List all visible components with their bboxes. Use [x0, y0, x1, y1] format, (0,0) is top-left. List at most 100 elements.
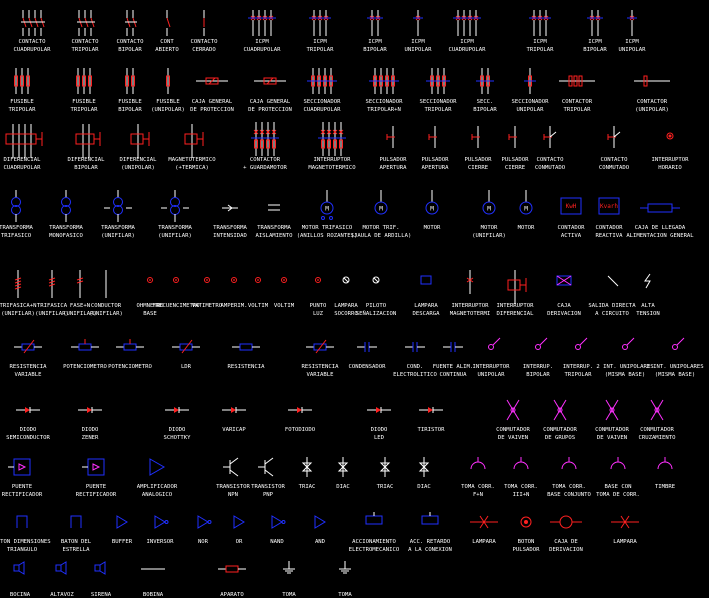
- icpm-3p-icon: [529, 10, 551, 36]
- symbol-direct-output: SALIDA DIRECTA A CIRCUITO: [588, 275, 636, 317]
- symbol-dc-source: FUENTE ALIM. CONTINUA: [433, 342, 473, 378]
- symbol-label-line-1: FOTODIODO: [285, 427, 316, 433]
- symbol-label-line-1: CONTACTOR: [250, 157, 281, 163]
- symbol-label-line-1: CONMUTADOR: [543, 427, 577, 433]
- symbol-label-line-2: UNIPOLAR: [517, 107, 545, 113]
- symbol-label-line-1: PULSADOR: [465, 157, 493, 163]
- symbol-label-line-1: SECCIONADOR: [419, 99, 457, 105]
- symbol-label-line-1: OR: [236, 539, 243, 545]
- npn-transistor-icon: [223, 457, 239, 477]
- symbol-kvarh-meter: Kvarh CONTADOR REACTIVA: [596, 197, 623, 239]
- symbol-label-line-2: SEÑALIZACION: [356, 310, 396, 317]
- symbol-label-line-1: MOTOR TRIF.: [362, 225, 399, 231]
- line-3phn-icon: [14, 270, 22, 298]
- ammeter-icon: [231, 277, 237, 283]
- symbol-label-line-1: BOBINA: [143, 592, 164, 598]
- symbol-potentiometer: POTENCIOMETRO: [63, 339, 108, 370]
- symbol-icpm-4p: ICPM CUADRUPOLAR: [448, 10, 486, 53]
- icpm-1p-icon: [627, 10, 637, 36]
- symbol-label-line-1: INTERRUPTOR: [451, 303, 489, 309]
- symbol-label-line-1: FASE+N: [70, 303, 90, 309]
- symbol-star: BATON DEL ESTRELLA: [61, 515, 92, 553]
- symbol-label-line-2: CONMUTADO: [535, 165, 566, 171]
- symbol-label-line-2: (UNIPOLAR): [635, 107, 669, 113]
- symbol-two-way-switch: CONMUTADOR DE VAIVEN: [496, 399, 530, 441]
- symbol-ground: TOMATIERRA: [282, 561, 296, 598]
- symbol-label-line-1: LDR: [181, 364, 192, 370]
- symbol-breaker-magneto: INTERRUPTOR MAGNETOTERMICO: [308, 122, 356, 171]
- symbol-label-line-1: INTERRUPTOR: [313, 157, 351, 163]
- double-switch-icon: [622, 337, 635, 350]
- symbol-label-line-2: TRIPOLAR: [72, 47, 100, 53]
- symbol-breaker: INTERRUPTOR MAGNETOTERMI: [450, 270, 490, 317]
- symbol-label-line-2: CUADRUPOLAR: [448, 47, 486, 53]
- symbol-label-line-2: DE VAIVEN: [597, 435, 627, 441]
- symbol-label-line-1: CONTACTO: [19, 39, 47, 45]
- symbol-label-line-2: NPN: [228, 492, 238, 498]
- cross-switch-icon: [650, 399, 664, 421]
- symbol-label-line-2: ACTIVA: [561, 233, 582, 239]
- symbol-label-line-1: DIODO: [82, 427, 99, 433]
- symbol-label-line-1: LAMPARA: [334, 303, 358, 309]
- voltmeter-icon: [255, 277, 261, 283]
- symbol-label-line-1: INTERRUPTOR: [496, 303, 534, 309]
- symbol-siren: SIRENA: [91, 561, 112, 598]
- symbol-photodiode: FOTODIODO: [285, 407, 316, 433]
- symbol-transformer-1ph: TRANSFORMA MONOFASICO: [49, 190, 83, 239]
- lamp-icon: [470, 515, 498, 529]
- differential-2p-icon: [75, 124, 101, 158]
- symbol-label-line-2: BIPOLAR: [473, 107, 497, 113]
- symbol-ldr: LDR: [172, 339, 200, 370]
- symbol-ammeter: AMPERIM.: [221, 277, 248, 309]
- symbol-label-line-1: TOMA CORR.: [504, 484, 538, 490]
- symbol-label-line-1: CONTACTO: [191, 39, 219, 45]
- symbol-variable-resistor: RESISTENCIA VARIABLE: [9, 339, 47, 378]
- symbol-label-line-1: AMPERIM.: [221, 303, 248, 309]
- speaker-icon: [55, 561, 67, 575]
- symbol-label-line-2: CIERRE: [505, 165, 526, 171]
- pushbutton-close-icon: [471, 126, 480, 148]
- varicap-icon: [222, 407, 246, 413]
- electromech-drive-icon: [365, 512, 383, 525]
- symbol-label-line-2: HORARIO: [658, 165, 682, 171]
- symbol-label-line-1: PUENTE: [86, 484, 107, 490]
- symbol-contact-2p: CONTACTO BIPOLAR: [117, 10, 144, 53]
- symbol-npn-transistor: TRANSISTOR NPN: [216, 457, 250, 498]
- symbol-contact-3p: CONTACTO TRIPOLAR: [72, 10, 100, 53]
- symbol-label-line-2: DIFERENCIAL: [496, 311, 534, 317]
- disconnector-3pn-icon: [369, 68, 399, 94]
- symbol-inverter: INVERSOR: [147, 515, 175, 545]
- symbol-label-line-1: DIODO: [20, 427, 37, 433]
- symbol-light-point: PUNTO LUZ: [310, 277, 327, 317]
- symbol-magnetothermal: MAGNETOTERMICO (+TERMICA): [168, 124, 216, 171]
- symbol-junction-box: CAJA DERIVACION: [547, 275, 581, 317]
- symbol-label-line-1: BOTON: [518, 539, 535, 545]
- symbol-label-line-2: (UNIFILAR): [89, 311, 123, 317]
- symbol-label-line-2: MAGNETOTERMICO: [308, 165, 356, 171]
- symbol-label-line-2: DESCARGA: [413, 311, 441, 317]
- symbol-label-line-1: CAJA GENERAL: [192, 99, 233, 105]
- symbol-label-line-2: (MISMA BASE): [655, 372, 695, 378]
- symbol-label-line-2: BIPOLAR: [118, 107, 142, 113]
- symbol-label-line-1: CAJA GENERAL: [250, 99, 291, 105]
- symbol-label-line-1: ALTA: [641, 303, 655, 309]
- symbol-contact-closed: CONTACTO CERRADO: [191, 10, 219, 53]
- symbol-voltmeter: VOLTIM: [274, 277, 295, 309]
- symbol-and-gate: AND: [314, 515, 326, 545]
- symbol-disconnector-3pn: SECCIONADOR TRIPOLAR+N: [365, 68, 403, 113]
- symbol-label-line-1: TRANSFORMA: [49, 225, 83, 231]
- symbol-push-button: BOTON PULSADOR: [513, 516, 540, 553]
- symbol-pushbutton-open: PULSADOR APERTURA: [380, 126, 407, 171]
- symbol-label-line-1: INTERRUP.: [523, 364, 553, 370]
- symbol-derivation-box: CAJA DE DERIVACION: [549, 515, 583, 553]
- symbol-high-voltage: ALTA TENSION: [636, 273, 660, 317]
- contact-3p-icon: [77, 10, 95, 36]
- symbol-disconnector-3p: SECCIONADOR TRIPOLAR: [419, 68, 457, 113]
- symbol-label-line-1: TOMA CORR.: [552, 484, 586, 490]
- symbol-fuse-3p: FUSIBLE TRIPOLAR: [9, 68, 36, 113]
- symbol-label-line-1: BUFFER: [112, 539, 133, 545]
- symbol-transformer-unifilar: TRANSFORMA (UNIFILAR): [101, 190, 135, 239]
- dc-source-icon: [443, 342, 463, 352]
- symbol-triac: TRIAC: [377, 457, 393, 490]
- symbol-label-line-1: INVERSOR: [147, 539, 175, 545]
